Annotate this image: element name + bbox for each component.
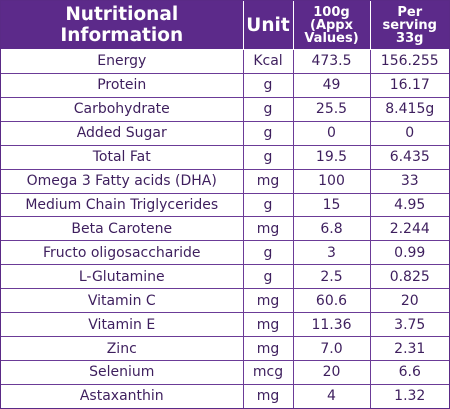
per-100g-cell: 25.5	[292, 96, 371, 122]
unit-cell: g	[242, 96, 294, 122]
unit-cell: mg	[242, 168, 294, 194]
per-100g-cell: 0	[292, 120, 371, 146]
unit-cell: Kcal	[242, 49, 294, 74]
table-row: Medium Chain Triglycerides g 15 4.95	[1, 192, 449, 218]
per-100g-cell: 3	[292, 240, 371, 266]
nutrient-name-cell: Omega 3 Fatty acids (DHA)	[1, 168, 244, 194]
table-row: Fructo oligosaccharide g 3 0.99	[1, 240, 449, 266]
unit-cell: mg	[242, 383, 294, 408]
per-serving-cell: 16.17	[369, 72, 449, 98]
per-100g-cell: 6.8	[292, 216, 371, 242]
table-row: Astaxanthin mg 4 1.32	[1, 383, 449, 408]
nutrient-name-cell: Total Fat	[1, 144, 244, 170]
unit-cell: g	[242, 264, 294, 290]
unit-cell: g	[242, 72, 294, 98]
unit-cell: mcg	[242, 359, 294, 385]
per-serving-cell: 156.255	[369, 49, 449, 74]
per-serving-cell: 0.825	[369, 264, 449, 290]
per-100g-cell: 19.5	[292, 144, 371, 170]
table-row: Selenium mcg 20 6.6	[1, 359, 449, 385]
nutrient-name-cell: Astaxanthin	[1, 383, 244, 408]
table-row: Energy Kcal 473.5 156.255	[1, 49, 449, 74]
unit-cell: g	[242, 240, 294, 266]
nutrient-name-cell: Fructo oligosaccharide	[1, 240, 244, 266]
per-serving-cell: 0	[369, 120, 449, 146]
table-row: Protein g 49 16.17	[1, 72, 449, 98]
table-row: Omega 3 Fatty acids (DHA) mg 100 33	[1, 168, 449, 194]
per-serving-cell: 6.6	[369, 359, 449, 385]
header-unit: Unit	[242, 1, 294, 50]
per-100g-cell: 4	[292, 383, 371, 408]
table-row: Added Sugar g 0 0	[1, 120, 449, 146]
nutrient-name-cell: Carbohydrate	[1, 96, 244, 122]
per-serving-cell: 4.95	[369, 192, 449, 218]
per-100g-cell: 11.36	[292, 312, 371, 338]
unit-cell: g	[242, 192, 294, 218]
table-row: L-Glutamine g 2.5 0.825	[1, 264, 449, 290]
per-100g-cell: 2.5	[292, 264, 371, 290]
per-100g-cell: 60.6	[292, 288, 371, 314]
per-100g-cell: 100	[292, 168, 371, 194]
unit-cell: g	[242, 120, 294, 146]
nutrient-name-cell: L-Glutamine	[1, 264, 244, 290]
per-100g-cell: 473.5	[292, 49, 371, 74]
header-per-100g: 100g (Appx Values)	[292, 1, 371, 50]
per-serving-cell: 20	[369, 288, 449, 314]
table-header: Nutritional Information Unit 100g (Appx …	[1, 1, 449, 50]
header-nutrient: Nutritional Information	[1, 1, 244, 50]
nutrient-name-cell: Added Sugar	[1, 120, 244, 146]
unit-cell: mg	[242, 288, 294, 314]
nutrient-name-cell: Vitamin E	[1, 312, 244, 338]
nutrient-name-cell: Beta Carotene	[1, 216, 244, 242]
per-serving-cell: 3.75	[369, 312, 449, 338]
table-row: Total Fat g 19.5 6.435	[1, 144, 449, 170]
unit-cell: g	[242, 144, 294, 170]
header-per-serving: Per serving 33g	[369, 1, 449, 50]
per-100g-cell: 49	[292, 72, 371, 98]
unit-cell: mg	[242, 312, 294, 338]
per-serving-cell: 2.31	[369, 336, 449, 361]
nutrient-name-cell: Vitamin C	[1, 288, 244, 314]
table-row: Carbohydrate g 25.5 8.415g	[1, 96, 449, 122]
nutrient-name-cell: Energy	[1, 49, 244, 74]
per-serving-cell: 33	[369, 168, 449, 194]
nutrient-name-cell: Selenium	[1, 359, 244, 385]
per-serving-cell: 6.435	[369, 144, 449, 170]
per-100g-cell: 7.0	[292, 336, 371, 361]
unit-cell: mg	[242, 216, 294, 242]
nutrient-name-cell: Medium Chain Triglycerides	[1, 192, 244, 218]
per-serving-cell: 0.99	[369, 240, 449, 266]
per-serving-cell: 2.244	[369, 216, 449, 242]
nutrient-name-cell: Protein	[1, 72, 244, 98]
per-serving-cell: 8.415g	[369, 96, 449, 122]
unit-cell: mg	[242, 336, 294, 361]
nutrient-name-cell: Zinc	[1, 336, 244, 361]
per-serving-cell: 1.32	[369, 383, 449, 408]
table-row: Zinc mg 7.0 2.31	[1, 336, 449, 361]
table-body: Energy Kcal 473.5 156.255 Protein g 49 16.17 Car…	[1, 49, 449, 408]
table-row: Beta Carotene mg 6.8 2.244	[1, 216, 449, 242]
per-100g-cell: 20	[292, 359, 371, 385]
per-100g-cell: 15	[292, 192, 371, 218]
header-row: Nutritional Information Unit 100g (Appx …	[1, 1, 449, 50]
